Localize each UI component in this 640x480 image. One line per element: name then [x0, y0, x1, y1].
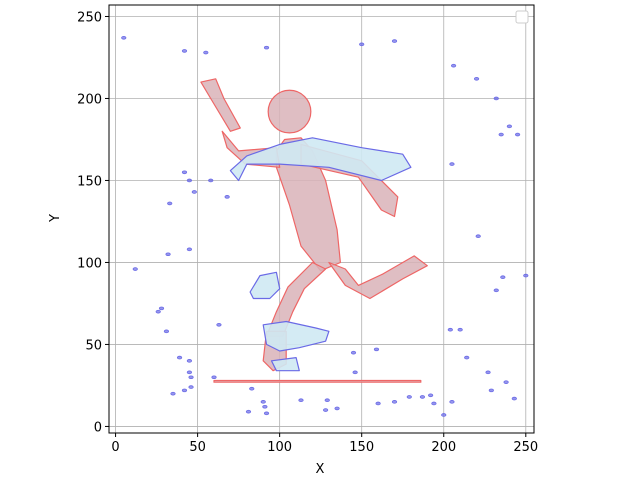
speckle-point [352, 370, 358, 375]
speckle-point [493, 288, 499, 293]
speckle-point [158, 306, 165, 311]
y-tick-label: 150 [77, 174, 102, 189]
plot-area: 0 50 100 150 200 250 0 50 100 150 200 250 [77, 4, 538, 455]
speckle-point [249, 386, 255, 391]
speckle-point [334, 406, 340, 411]
segmentation-regions-foot-region [270, 357, 300, 372]
speckle-point [262, 404, 268, 409]
x-tick-label: 50 [189, 440, 206, 455]
speckle-point [428, 393, 434, 398]
speckle-point [181, 49, 188, 53]
y-axis-label: Y [48, 214, 63, 223]
segmentation-regions-shadow-region [249, 271, 281, 300]
speckle-point [373, 347, 380, 352]
speckle-point [359, 42, 365, 47]
speckle-point [473, 76, 480, 81]
speckle-point [503, 380, 509, 384]
speckle-point [208, 178, 214, 183]
segmentation-regions-shirt-region [229, 137, 412, 182]
speckle-point [464, 355, 470, 360]
speckle-point [181, 170, 188, 175]
speckle-point [431, 401, 437, 406]
speckle-point [263, 45, 270, 50]
speckle-point [260, 400, 266, 404]
speckle-point [485, 370, 491, 375]
speckle-point [186, 370, 193, 375]
speckle-point [323, 408, 329, 412]
speckle-point [449, 400, 455, 404]
pose-mask-skateboard [213, 379, 422, 383]
y-tick-label: 250 [77, 10, 102, 25]
speckle-point [211, 375, 217, 380]
speckle-point [186, 247, 193, 252]
legend-box [515, 10, 529, 24]
speckle-point [224, 195, 230, 199]
pose-mask-head [267, 89, 312, 134]
speckle-point [263, 411, 270, 416]
axes-frame [108, 4, 535, 434]
speckle-point [216, 322, 222, 327]
speckle-point [181, 388, 188, 393]
speckle-point [188, 385, 194, 389]
speckle-point [500, 275, 506, 280]
speckle-point [447, 327, 453, 332]
y-tick-label: 100 [77, 256, 102, 271]
speckle-point [163, 329, 170, 334]
speckle-point [506, 124, 512, 129]
speckle-point [449, 162, 455, 166]
speckle-point [419, 395, 426, 399]
speckle-point [498, 132, 504, 137]
speckle-point [511, 396, 517, 401]
speckle-point [391, 400, 398, 404]
x-tick-label: 150 [349, 440, 374, 455]
x-tick-label: 250 [513, 440, 538, 455]
x-tick-label: 0 [111, 440, 119, 455]
speckle-point [186, 178, 193, 183]
speckle-point [203, 50, 209, 55]
segmentation-regions-board-region [262, 320, 330, 352]
speckle-point [450, 63, 457, 68]
speckle-point [457, 327, 463, 332]
speckle-point [165, 252, 171, 257]
speckle-point [391, 39, 398, 43]
speckle-point [170, 391, 176, 396]
speckle-point [245, 409, 252, 414]
speckle-point [167, 201, 173, 206]
speckle-point [475, 234, 481, 239]
x-axis-label: X [316, 462, 325, 477]
x-tick-label: 200 [431, 440, 456, 455]
speckle-point [324, 398, 330, 403]
y-tick-label: 0 [94, 420, 102, 435]
y-tick-label: 200 [77, 92, 102, 107]
speckle-point [191, 190, 197, 194]
speckle-point [188, 375, 194, 380]
speckle-point [406, 395, 412, 399]
speckle-point [155, 309, 161, 314]
speckle-point [298, 398, 304, 403]
speckle-point [375, 401, 381, 406]
pose-mask-leg-right [328, 255, 428, 300]
y-tick-label: 50 [85, 338, 102, 353]
speckle-point [488, 388, 494, 393]
speckle-point [514, 132, 521, 137]
speckle-point [121, 35, 127, 40]
speckle-point [523, 273, 529, 278]
speckle-point [441, 413, 447, 417]
speckle-point [132, 267, 138, 271]
pose-mask-forearm-left [200, 78, 241, 132]
speckle-point [186, 359, 193, 363]
speckle-point [350, 350, 357, 355]
x-tick-label: 100 [267, 440, 292, 455]
speckle-point [176, 355, 183, 360]
speckle-point [493, 96, 499, 101]
